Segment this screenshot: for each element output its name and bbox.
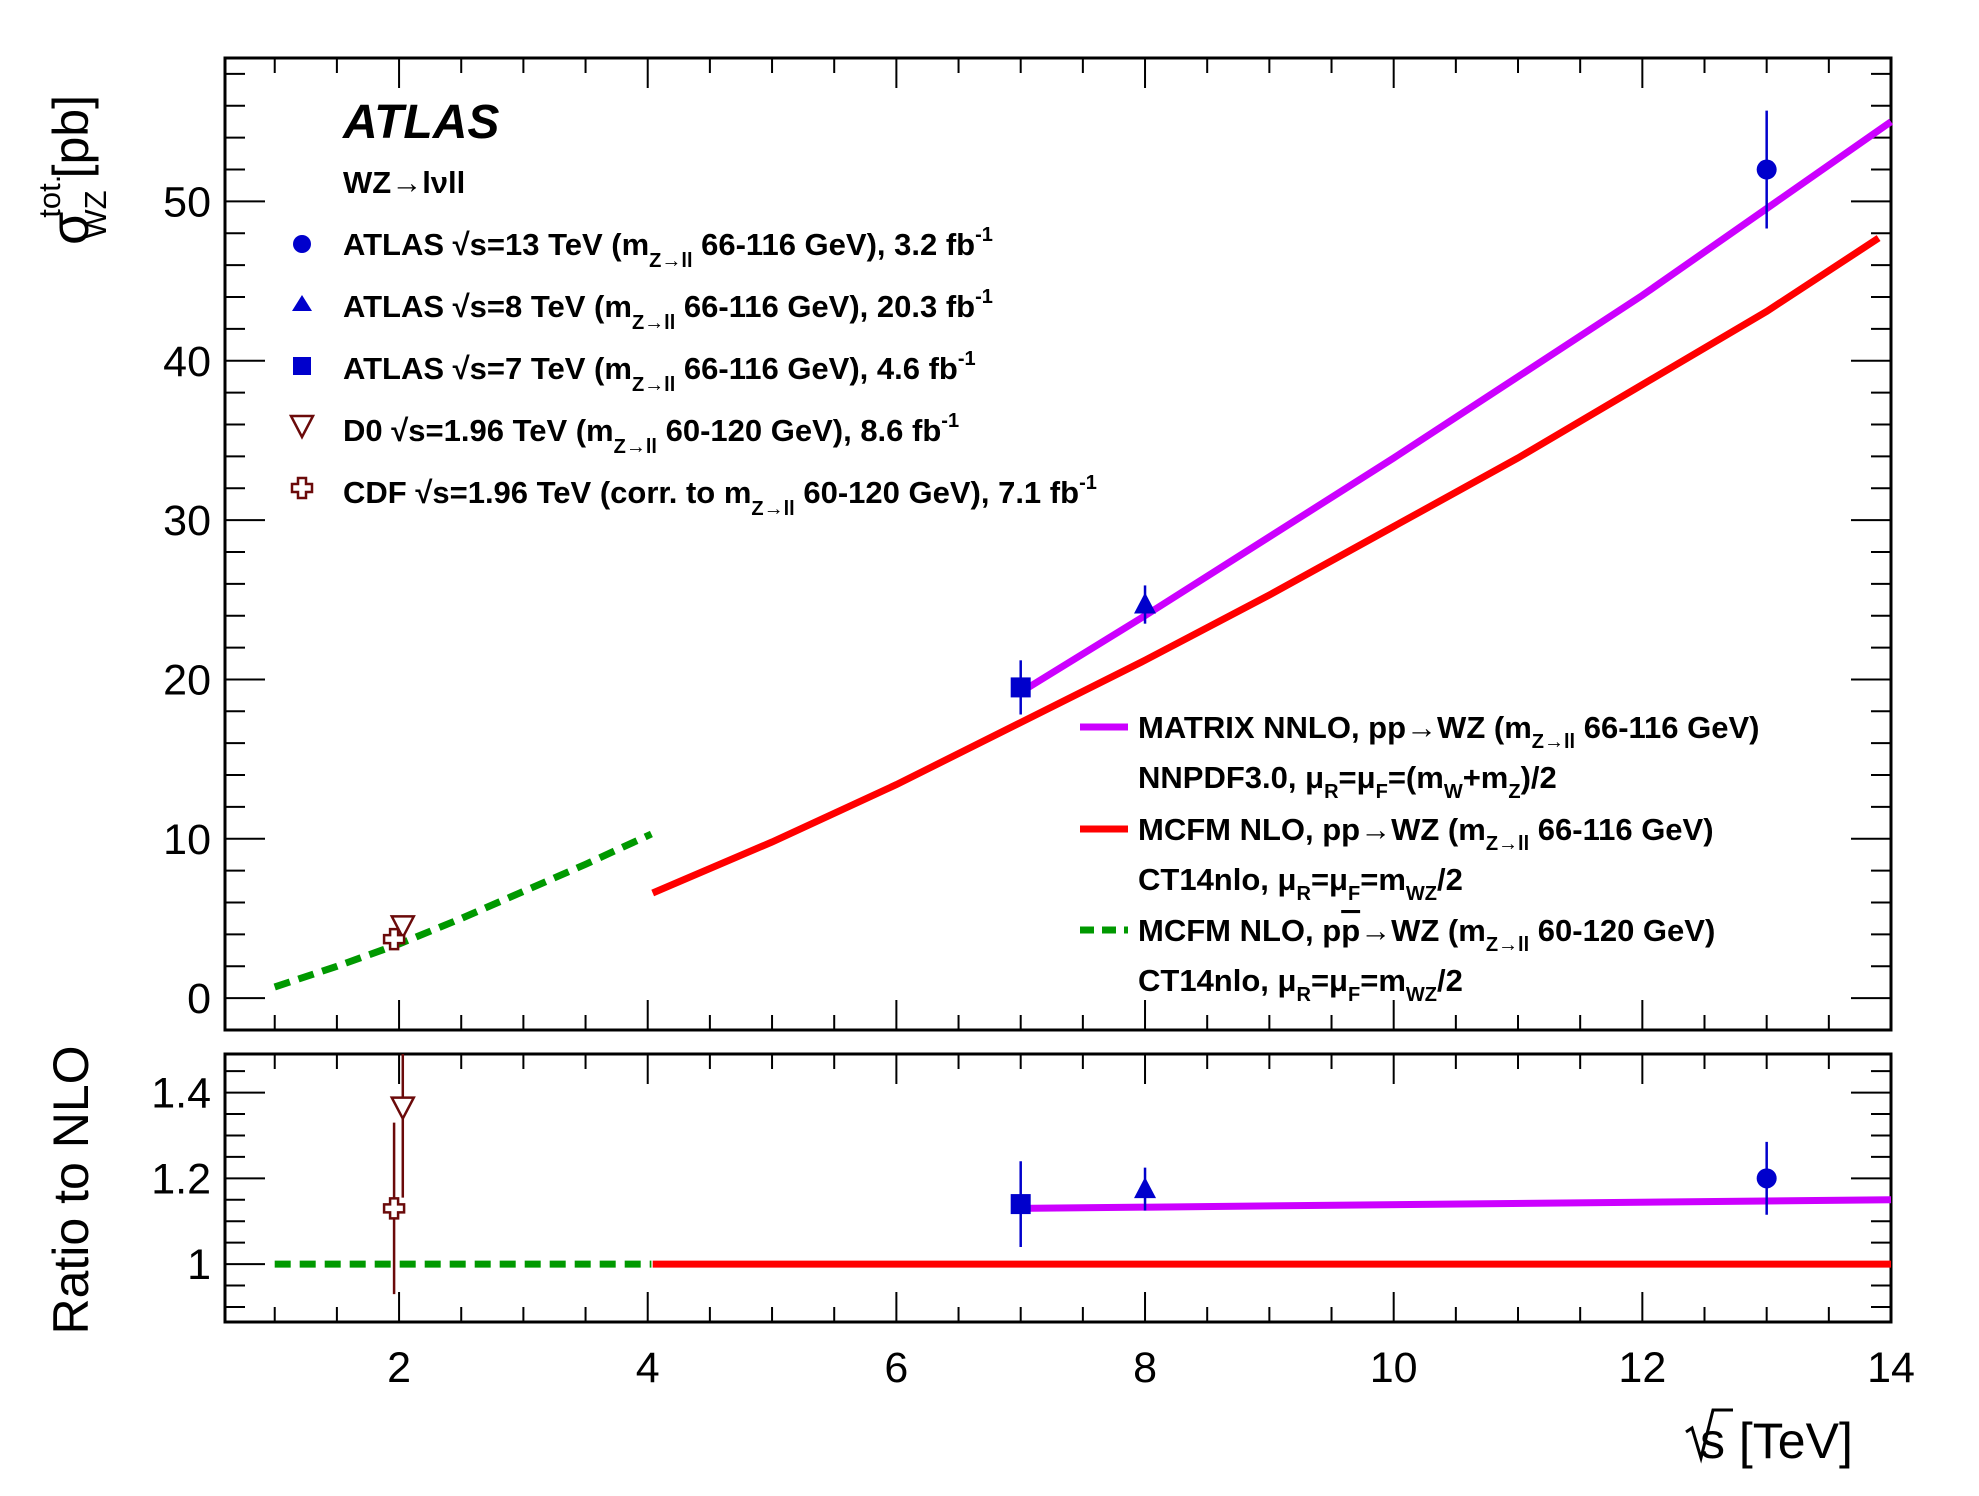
x-tick-label: 2 xyxy=(387,1344,411,1392)
bottom-y-tick-label: 1.4 xyxy=(151,1070,211,1118)
bottom-theory-curves xyxy=(274,1196,1892,1268)
x-tick-label: 6 xyxy=(884,1344,908,1392)
y-title-sup: tot. xyxy=(32,175,67,218)
theory-legend: MATRIX NNLO, pp→WZ (mZ→ll 66-116 GeV) NN… xyxy=(1080,710,1760,1006)
legend-marker-atlas7 xyxy=(293,357,311,375)
data-point xyxy=(382,1197,406,1220)
top-y-tick-label: 30 xyxy=(163,497,211,545)
top-y-tick-label: 10 xyxy=(163,816,211,864)
legend-entry-atlas7: ATLAS √s=7 TeV (mZ→ll 66-116 GeV), 4.6 f… xyxy=(343,348,976,396)
x-tick-label: 8 xyxy=(1133,1344,1157,1392)
x-tick-label: 4 xyxy=(636,1344,660,1392)
x-tick-label: 12 xyxy=(1618,1344,1666,1392)
theory-curve xyxy=(651,235,1881,897)
y-title-sigma: σ xyxy=(40,212,100,245)
legend-text: ATLAS √s=13 TeV (mZ→ll 66-116 GeV), 3.2 … xyxy=(343,224,993,272)
theory-curve xyxy=(1018,118,1894,696)
legend-marker-d0 xyxy=(288,414,316,440)
top-measurements xyxy=(382,110,1777,951)
y-title-unit: [pb] xyxy=(43,95,99,178)
x-axis-title: s [TeV] xyxy=(1685,1408,1853,1469)
y-title-sub: WZ xyxy=(78,190,113,238)
data-point xyxy=(389,915,416,941)
legend-text: D0 √s=1.96 TeV (mZ→ll 60-120 GeV), 8.6 f… xyxy=(343,410,959,458)
theory-curve xyxy=(1020,1196,1892,1212)
legend-entry-atlas8: ATLAS √s=8 TeV (mZ→ll 66-116 GeV), 20.3 … xyxy=(343,286,993,334)
data-point xyxy=(1134,1177,1157,1199)
legend-mcfm-line1: MCFM NLO, pp→WZ (mZ→ll 66-116 GeV) xyxy=(1138,812,1714,855)
x-title-text: s [TeV] xyxy=(1700,1413,1853,1469)
top-panel-ticks: 0 10 20 30 40 50 xyxy=(163,58,1892,1031)
data-point xyxy=(389,1096,416,1122)
bottom-panel-ticks: 1 1.2 1.4 2 4 6 8 10 12 14 xyxy=(151,1054,1915,1392)
top-theory-curves xyxy=(273,118,1894,991)
top-y-tick-label: 20 xyxy=(163,656,211,704)
data-point xyxy=(1010,677,1031,698)
legend-entry-cdf: CDF √s=1.96 TeV (corr. to mZ→ll 60-120 G… xyxy=(343,472,1097,520)
process-label: WZ→lνll xyxy=(343,165,465,200)
legend-matrix-line1: MATRIX NNLO, pp→WZ (mZ→ll 66-116 GeV) xyxy=(1138,710,1760,753)
atlas-label: ATLAS xyxy=(342,96,499,149)
legend-ppbar-line2: CT14nlo, μR=μF=mWZ/2 xyxy=(1138,963,1463,1006)
legend-marker-atlas13 xyxy=(293,235,311,253)
x-title-sqrt-sign xyxy=(1685,1408,1733,1464)
data-point xyxy=(1756,1168,1777,1189)
bottom-panel-frame xyxy=(223,1052,1893,1324)
legend-text: ATLAS √s=8 TeV (mZ→ll 66-116 GeV), 20.3 … xyxy=(343,286,993,334)
top-y-tick-label: 50 xyxy=(163,178,211,226)
legend-ppbar-line1: MCFM NLO, pp→WZ (mZ→ll 60-120 GeV) xyxy=(1138,913,1715,956)
theory-curve xyxy=(273,830,653,991)
legend-entry-d0: D0 √s=1.96 TeV (mZ→ll 60-120 GeV), 8.6 f… xyxy=(343,410,959,458)
data-point xyxy=(382,927,406,951)
legend-text: ATLAS √s=7 TeV (mZ→ll 66-116 GeV), 4.6 f… xyxy=(343,348,976,396)
data-point xyxy=(1010,1194,1031,1215)
top-y-axis-title: σtot. WZ [pb] xyxy=(32,95,113,245)
x-tick-label: 10 xyxy=(1370,1344,1418,1392)
legend-marker-cdf xyxy=(290,476,314,500)
bottom-y-axis-title: Ratio to NLO xyxy=(43,1045,99,1334)
x-tick-label: 14 xyxy=(1867,1344,1915,1392)
bottom-measurements xyxy=(382,1054,1777,1295)
legend-matrix-line2: NNPDF3.0, μR=μF=(mW+mZ)/2 xyxy=(1138,760,1557,803)
legend-text: CDF √s=1.96 TeV (corr. to mZ→ll 60-120 G… xyxy=(343,472,1097,520)
legend-mcfm-line2: CT14nlo, μR=μF=mWZ/2 xyxy=(1138,862,1463,905)
data-legend: ATLAS √s=13 TeV (mZ→ll 66-116 GeV), 3.2 … xyxy=(288,224,1097,520)
top-y-tick-label: 0 xyxy=(187,975,211,1023)
legend-entry-atlas13: ATLAS √s=13 TeV (mZ→ll 66-116 GeV), 3.2 … xyxy=(343,224,993,272)
data-point xyxy=(1756,159,1777,180)
data-point xyxy=(1134,592,1157,614)
bottom-y-tick-label: 1.2 xyxy=(151,1155,211,1203)
top-y-tick-label: 40 xyxy=(163,338,211,386)
top-panel-frame xyxy=(223,56,1893,1032)
legend-marker-atlas8 xyxy=(292,295,312,311)
bottom-y-tick-label: 1 xyxy=(187,1241,211,1289)
